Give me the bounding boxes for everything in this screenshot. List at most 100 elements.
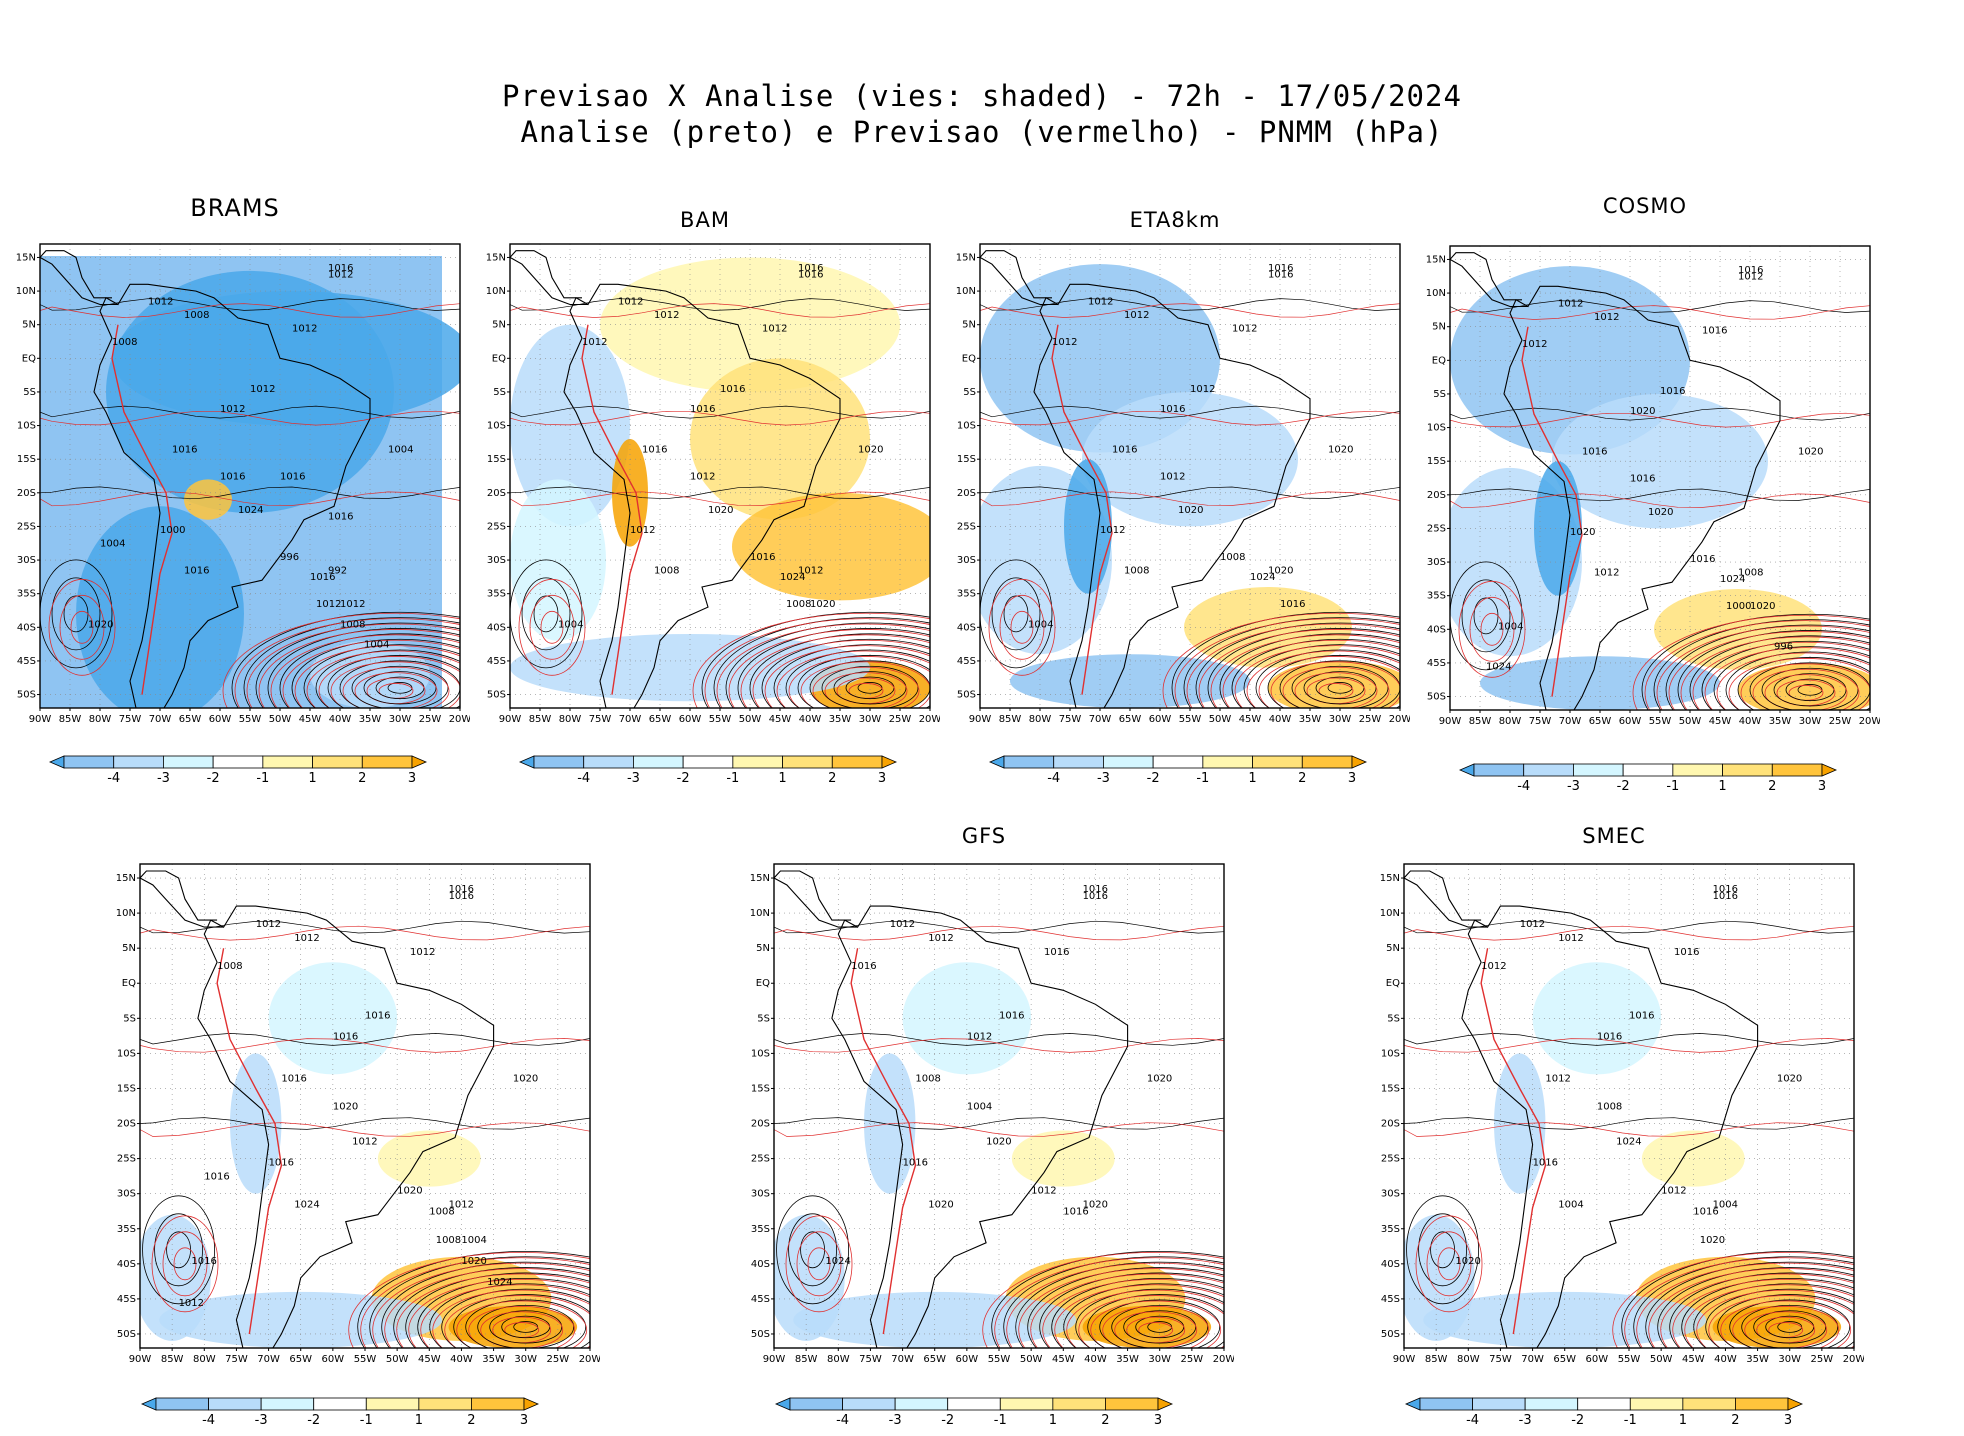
lon-tick-label: 50W bbox=[739, 714, 762, 725]
analysis-isobar bbox=[142, 1195, 215, 1305]
contour-label-forecast: 1016 bbox=[720, 384, 745, 395]
contour-label-forecast: 1004 bbox=[388, 444, 413, 455]
colorbar-cell bbox=[831, 755, 883, 769]
contour-label-analysis: 1008 bbox=[654, 566, 679, 577]
analysis-isobar bbox=[1303, 671, 1377, 705]
contour-label-forecast: 996 bbox=[280, 552, 299, 563]
lat-tick-label: 50S bbox=[751, 1329, 770, 1340]
lon-tick-label: 40W bbox=[799, 714, 822, 725]
lon-tick-label: 55W bbox=[988, 1354, 1011, 1365]
colorbar-cell bbox=[518, 755, 535, 769]
analysis-isobar bbox=[788, 1213, 837, 1287]
lon-tick-label: 55W bbox=[1179, 714, 1202, 725]
contour-label-forecast: 992 bbox=[328, 566, 347, 577]
analysis-isobar bbox=[1231, 638, 1400, 708]
forecast-isobar bbox=[1716, 652, 1870, 710]
forecast-isobar bbox=[1006, 1262, 1224, 1348]
analysis-isobar bbox=[351, 665, 449, 708]
colorbar-cell bbox=[1301, 755, 1353, 769]
contour-label-analysis: 1004 bbox=[1498, 621, 1523, 632]
lat-tick-label: 15N bbox=[1380, 873, 1400, 884]
lat-tick-label: 25S bbox=[117, 1154, 136, 1165]
contour-label-analysis: 1024 bbox=[1250, 572, 1275, 583]
lat-tick-label: 5S bbox=[123, 1013, 136, 1024]
analysis-isobar bbox=[1737, 657, 1870, 710]
lon-tick-label: 35W bbox=[359, 714, 382, 725]
analysis-isobar bbox=[1255, 649, 1400, 708]
colorbar-cell bbox=[1682, 1397, 1736, 1411]
colorbar-cell bbox=[312, 755, 363, 769]
analysis-isobar bbox=[774, 1033, 1224, 1046]
forecast-isobar bbox=[1696, 1289, 1854, 1348]
lat-tick-label: 35S bbox=[487, 589, 506, 600]
colorbar-cell bbox=[1722, 763, 1773, 777]
analysis-isobar bbox=[1015, 1261, 1224, 1348]
colorbar-label: -2 bbox=[1147, 771, 1160, 786]
contour-label-analysis: 1020 bbox=[88, 619, 113, 630]
analysis-isobar bbox=[255, 622, 460, 708]
lat-tick-label: 15S bbox=[117, 1083, 136, 1094]
lon-tick-label: 70W bbox=[1089, 714, 1112, 725]
forecast-isobar bbox=[348, 1251, 590, 1348]
contour-label-analysis: 1016 bbox=[851, 961, 876, 972]
lon-tick-label: 70W bbox=[1521, 1354, 1544, 1365]
bias-shade bbox=[510, 479, 606, 641]
contour-label-analysis: 1016 bbox=[1597, 1031, 1622, 1042]
contour-label-forecast: 1012 bbox=[1558, 933, 1583, 944]
coastline bbox=[1033, 283, 1311, 708]
analysis-isobar bbox=[1749, 662, 1870, 710]
contour-label-forecast: 1020 bbox=[1700, 1235, 1725, 1246]
analysis-isobar bbox=[1713, 646, 1870, 710]
lon-tick-label: 90W bbox=[1393, 1354, 1416, 1365]
lon-tick-label: 65W bbox=[1589, 716, 1612, 727]
map-gfs: 1016101210161016101210081004102010241020… bbox=[750, 863, 1234, 1365]
lon-tick-label: 50W bbox=[1020, 1354, 1043, 1365]
contour-label-forecast: 1016 bbox=[1533, 1158, 1558, 1169]
lon-tick-label: 25W bbox=[419, 714, 442, 725]
contour-label-analysis: 1016 bbox=[184, 566, 209, 577]
forecast-isobar bbox=[1426, 1231, 1472, 1297]
contour-label-analysis: 1024 bbox=[1616, 1137, 1641, 1148]
panel-title: BAM bbox=[680, 208, 730, 232]
colorbar-cell bbox=[1152, 755, 1204, 769]
lon-tick-label: 90W bbox=[969, 714, 992, 725]
forecast-isobar bbox=[824, 672, 908, 708]
forecast-isobar bbox=[1294, 672, 1378, 708]
forecast-isobar bbox=[518, 578, 586, 676]
colorbar-cell bbox=[1351, 755, 1368, 769]
lat-tick-label: 30S bbox=[1381, 1189, 1400, 1200]
forecast-isobar bbox=[342, 666, 450, 708]
map-smec: 1016101210121016101610121008100410201024… bbox=[1380, 863, 1864, 1365]
forecast-isobar bbox=[1404, 1038, 1854, 1053]
lon-tick-label: 35W bbox=[1116, 1354, 1139, 1365]
forecast-isobar bbox=[140, 1122, 590, 1137]
contour-label-forecast: 1020 bbox=[1777, 1073, 1802, 1084]
map-field: 1016101210081012101610161020102410161012… bbox=[140, 864, 590, 1348]
map-bam: 1016101210121012101610161012100810041020… bbox=[486, 243, 940, 725]
forecast-isobar bbox=[788, 656, 930, 708]
lat-tick-label: 35S bbox=[751, 1224, 770, 1235]
lon-tick-label: 90W bbox=[29, 714, 52, 725]
lat-tick-label: 10S bbox=[117, 1048, 136, 1059]
analysis-isobar bbox=[1689, 635, 1870, 710]
contour-label-forecast: 1012 bbox=[328, 270, 353, 281]
lat-tick-label: 15N bbox=[486, 252, 506, 263]
analysis-isobar bbox=[154, 1213, 203, 1287]
contour-label-analysis: 1024 bbox=[238, 505, 263, 516]
forecast-isobar bbox=[980, 410, 1400, 426]
lat-tick-label: 15N bbox=[116, 873, 136, 884]
lat-tick-label: 40S bbox=[487, 622, 506, 633]
forecast-isobar bbox=[1704, 647, 1870, 710]
colorbar-label: 3 bbox=[1784, 1413, 1792, 1428]
contour-label-analysis: 1020 bbox=[1648, 507, 1673, 518]
contour-label-analysis: 1016 bbox=[333, 1031, 358, 1042]
forecast-isobar bbox=[1632, 614, 1870, 710]
lat-tick-label: 15S bbox=[487, 454, 506, 465]
lon-tick-label: 40W bbox=[450, 1354, 473, 1365]
lat-tick-label: 30S bbox=[487, 555, 506, 566]
contour-label-forecast: 1012 bbox=[1738, 272, 1763, 283]
forecast-isobar bbox=[982, 1251, 1224, 1348]
lon-tick-label: 60W bbox=[209, 714, 232, 725]
bias-shade bbox=[184, 479, 232, 520]
analysis-isobar bbox=[737, 628, 930, 708]
